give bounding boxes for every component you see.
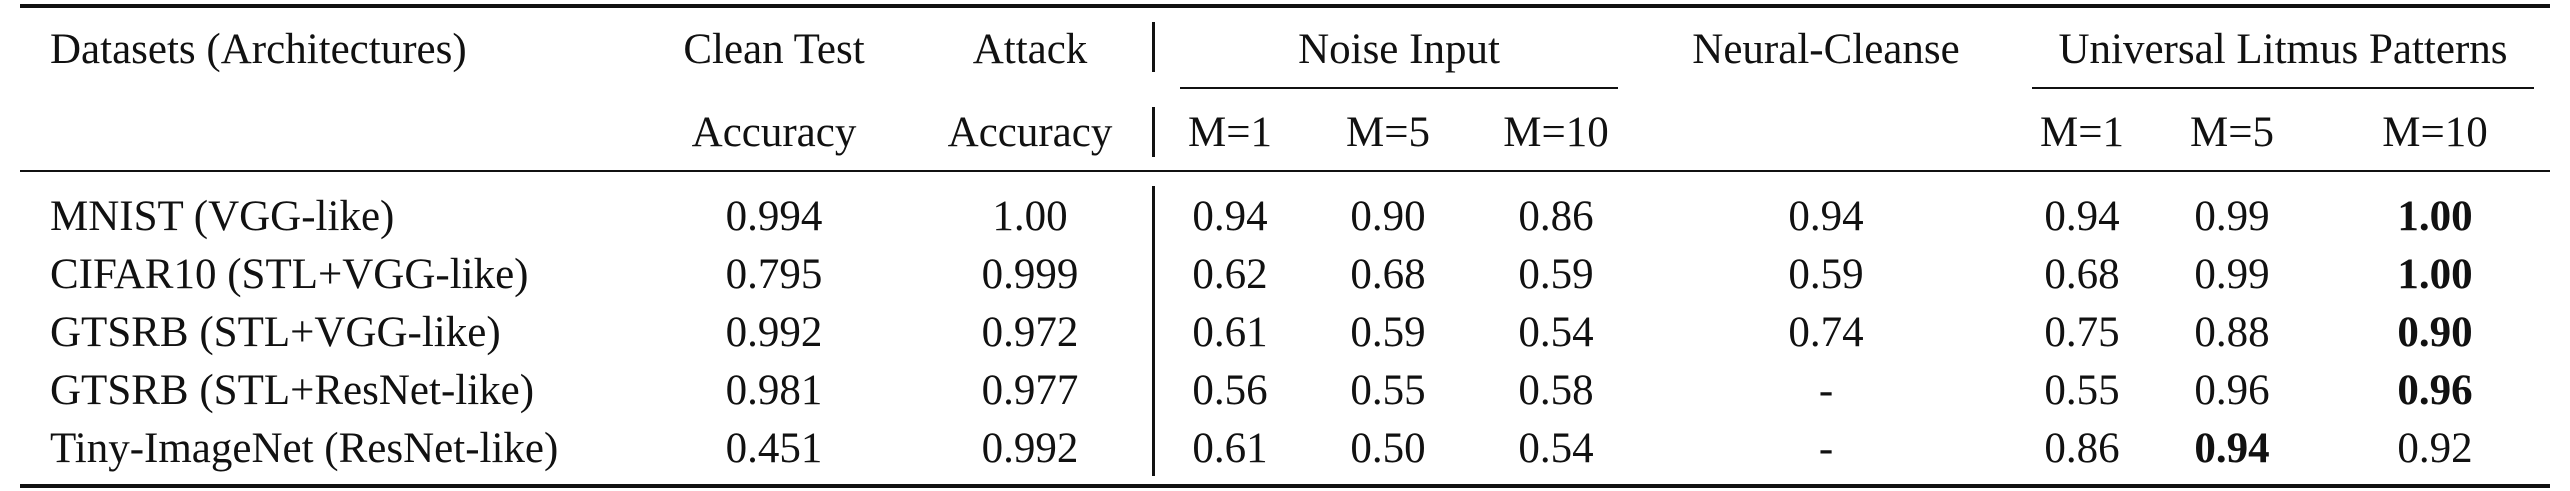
cell-ulp-m10: 0.90: [2397, 309, 2473, 356]
cell-attack: 0.972: [981, 309, 1079, 356]
header-noise-input: Noise Input: [1298, 26, 1500, 73]
cell-clean: 0.994: [725, 193, 823, 240]
cell-noise-m1: 0.62: [1192, 251, 1268, 298]
cell-ulp-m10: 0.92: [2397, 425, 2473, 472]
cell-ulp-m5: 0.94: [2194, 425, 2270, 472]
header-neural-cleanse: Neural-Cleanse: [1692, 26, 1960, 73]
header-ulp-m1: M=1: [2040, 109, 2124, 156]
header-ulp: Universal Litmus Patterns: [2058, 26, 2508, 73]
cell-clean: 0.981: [725, 367, 823, 414]
cell-noise-m5: 0.90: [1350, 193, 1426, 240]
cell-ulp-m1: 0.86: [2044, 425, 2120, 472]
cell-clean: 0.451: [725, 425, 823, 472]
cell-noise-m5: 0.59: [1350, 309, 1426, 356]
row-dataset: MNIST (VGG-like): [50, 193, 395, 240]
cell-neural-cleanse: 0.74: [1788, 309, 1864, 356]
cell-neural-cleanse: -: [1818, 367, 1834, 414]
header-attack-accuracy: Accuracy: [947, 109, 1113, 156]
cell-noise-m5: 0.68: [1350, 251, 1426, 298]
cell-noise-m10: 0.86: [1518, 193, 1594, 240]
cell-noise-m5: 0.55: [1350, 367, 1426, 414]
header-noise-m10: M=10: [1503, 109, 1609, 156]
ulp-underline: [2032, 87, 2534, 89]
cell-attack: 1.00: [992, 193, 1068, 240]
header-clean-test: Clean Test: [683, 26, 865, 73]
cell-neural-cleanse: 0.94: [1788, 193, 1864, 240]
cell-noise-m10: 0.54: [1518, 425, 1594, 472]
cell-ulp-m1: 0.75: [2044, 309, 2120, 356]
cell-noise-m1: 0.56: [1192, 367, 1268, 414]
cell-ulp-m5: 0.96: [2194, 367, 2270, 414]
cell-noise-m1: 0.61: [1192, 425, 1268, 472]
cell-ulp-m5: 0.99: [2194, 251, 2270, 298]
cell-noise-m10: 0.54: [1518, 309, 1594, 356]
top-rule: [20, 4, 2550, 8]
divider-body: [1152, 186, 1155, 476]
cell-ulp-m5: 0.88: [2194, 309, 2270, 356]
cell-ulp-m10: 1.00: [2397, 193, 2473, 240]
row-dataset: Tiny-ImageNet (ResNet-like): [50, 425, 559, 472]
header-clean-accuracy: Accuracy: [691, 109, 857, 156]
cell-clean: 0.992: [725, 309, 823, 356]
cell-ulp-m5: 0.99: [2194, 193, 2270, 240]
cell-noise-m1: 0.61: [1192, 309, 1268, 356]
cell-ulp-m1: 0.55: [2044, 367, 2120, 414]
cell-clean: 0.795: [725, 251, 823, 298]
cell-noise-m10: 0.58: [1518, 367, 1594, 414]
cell-ulp-m10: 0.96: [2397, 367, 2473, 414]
header-ulp-m10: M=10: [2382, 109, 2488, 156]
header-noise-m1: M=1: [1188, 109, 1272, 156]
cell-noise-m1: 0.94: [1192, 193, 1268, 240]
cell-ulp-m1: 0.94: [2044, 193, 2120, 240]
cell-attack: 0.992: [981, 425, 1079, 472]
header-ulp-m5: M=5: [2190, 109, 2274, 156]
row-dataset: GTSRB (STL+ResNet-like): [50, 367, 535, 414]
cell-ulp-m1: 0.68: [2044, 251, 2120, 298]
divider-header-upper: [1152, 22, 1155, 72]
cell-noise-m10: 0.59: [1518, 251, 1594, 298]
cell-neural-cleanse: -: [1818, 425, 1834, 472]
cell-ulp-m10: 1.00: [2397, 251, 2473, 298]
cell-noise-m5: 0.50: [1350, 425, 1426, 472]
divider-header-lower: [1152, 107, 1155, 157]
header-datasets: Datasets (Architectures): [50, 26, 467, 73]
row-dataset: CIFAR10 (STL+VGG-like): [50, 251, 529, 298]
header-rule: [20, 170, 2550, 172]
cell-attack: 0.999: [981, 251, 1079, 298]
cell-neural-cleanse: 0.59: [1788, 251, 1864, 298]
cell-attack: 0.977: [981, 367, 1079, 414]
noise-input-underline: [1180, 87, 1618, 89]
header-attack: Attack: [972, 26, 1088, 73]
header-noise-m5: M=5: [1346, 109, 1430, 156]
bottom-rule: [20, 484, 2550, 488]
row-dataset: GTSRB (STL+VGG-like): [50, 309, 501, 356]
